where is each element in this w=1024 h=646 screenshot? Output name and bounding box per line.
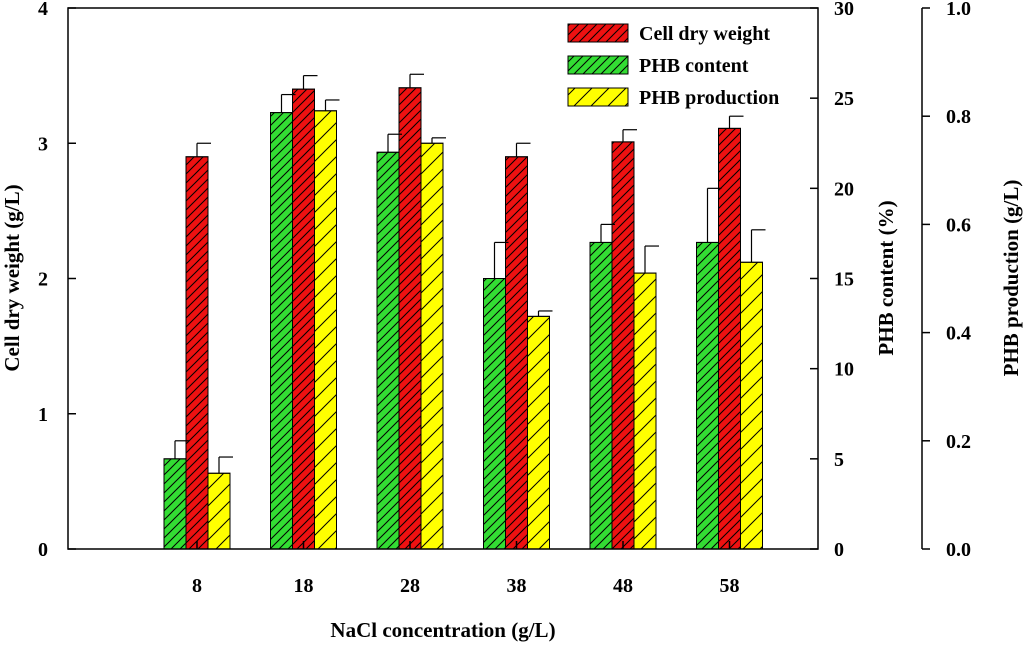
left-tick-label-0: 0 <box>38 539 48 561</box>
right2-tick-label-4: 0.8 <box>946 106 971 128</box>
error-bars-group <box>174 73 766 474</box>
bar-hatch-phb_content-18 <box>270 112 293 550</box>
legend-swatch-hatch-cdw <box>567 23 629 43</box>
right2-tick-label-0: 0.0 <box>946 539 971 561</box>
x-tick-label-18: 18 <box>294 575 314 597</box>
x-tick-label-8: 8 <box>192 575 202 597</box>
bar-hatch-cdw-58 <box>718 127 741 550</box>
right2-tick-label-5: 1.0 <box>946 0 971 20</box>
left-tick-label-1: 1 <box>38 404 48 426</box>
x-tick-label-58: 58 <box>720 575 740 597</box>
bar-hatch-phb_production-58 <box>740 261 763 550</box>
right1-tick-label-5: 25 <box>834 88 854 110</box>
legend-label-phb_content: PHB content <box>639 55 749 77</box>
bar-hatch-phb_content-28 <box>376 151 400 550</box>
bar-hatch-cdw-28 <box>398 87 422 550</box>
x-tick-label-28: 28 <box>400 575 420 597</box>
bar-hatch-cdw-38 <box>505 156 528 550</box>
right1-tick-label-0: 0 <box>834 539 844 561</box>
legend-swatch-hatch-phb_production <box>567 87 629 107</box>
right2-tick-label-1: 0.2 <box>946 431 971 453</box>
legend-label-cdw: Cell dry weight <box>639 23 770 45</box>
bar-hatch-cdw-8 <box>185 156 209 550</box>
right-axis-2-title: PHB production (g/L) <box>999 180 1023 377</box>
right2-tick-label-2: 0.4 <box>946 323 971 345</box>
right-axis-1-title: PHB content (%) <box>874 200 898 355</box>
legend-label-phb_production: PHB production <box>639 87 779 109</box>
right1-tick-label-4: 20 <box>834 178 854 200</box>
x-axis-title: NaCl concentration (g/L) <box>330 618 555 642</box>
bar-hatch-phb_production-8 <box>207 472 231 550</box>
bars-group <box>163 87 763 550</box>
right2-tick-label-3: 0.6 <box>946 214 971 236</box>
ticks-group: 0 1 2 3 4 0 5 10 15 20 25 30 0.0 0.2 0.4 0.6 0.8 1.0 8 18 28… <box>38 0 971 597</box>
bar-hatch-phb_content-8 <box>163 458 187 550</box>
bar-hatch-phb_content-48 <box>589 241 613 550</box>
left-tick-label-2: 2 <box>38 269 48 291</box>
bar-hatch-phb_production-38 <box>527 315 550 550</box>
x-tick-label-38: 38 <box>507 575 527 597</box>
right1-tick-label-2: 10 <box>834 359 854 381</box>
legend: Cell dry weight PHB content PHB production <box>567 23 779 109</box>
bar-hatch-phb_production-18 <box>314 110 337 550</box>
right1-tick-label-1: 5 <box>834 449 844 471</box>
left-axis-title: Cell dry weight (g/L) <box>0 184 24 371</box>
bar-hatch-cdw-48 <box>611 141 635 550</box>
right1-tick-label-3: 15 <box>834 269 854 291</box>
bar-hatch-phb_content-38 <box>483 278 506 550</box>
bar-hatch-phb_production-48 <box>633 272 657 550</box>
bar-hatch-cdw-18 <box>292 88 315 550</box>
bar-hatch-phb_content-58 <box>696 241 719 550</box>
legend-swatch-hatch-phb_content <box>567 55 629 75</box>
right1-tick-label-6: 30 <box>834 0 854 20</box>
bar-hatch-phb_production-28 <box>420 142 444 550</box>
left-tick-label-3: 3 <box>38 133 48 155</box>
left-tick-label-4: 4 <box>38 0 48 20</box>
x-tick-label-48: 48 <box>613 575 633 597</box>
